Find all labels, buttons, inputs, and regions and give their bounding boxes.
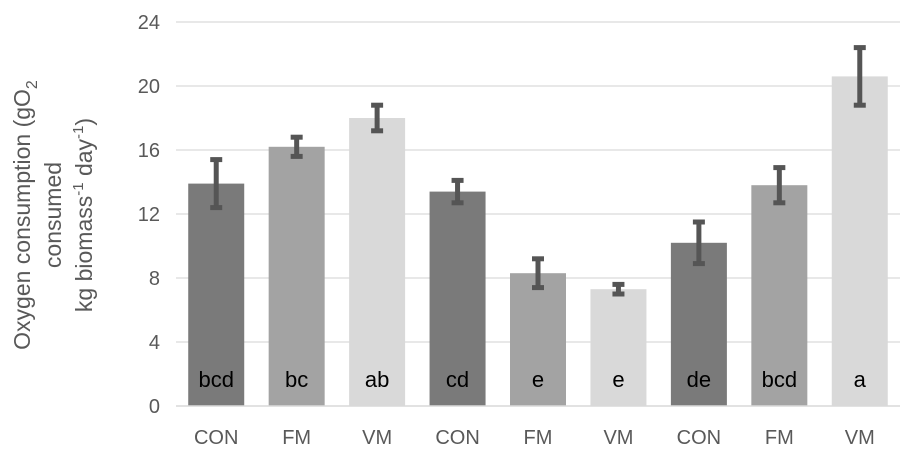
y-tick-label: 0 <box>149 396 160 418</box>
y-axis-label-line-1: Oxygen consumption (gO2 <box>9 80 41 350</box>
y-axis-label-line-3: kg biomass-1 day-1) <box>70 118 97 312</box>
significance-letter: ab <box>365 367 389 392</box>
bars <box>188 76 888 407</box>
y-axis-ticks: 0 4 8 12 16 20 24 <box>138 12 160 418</box>
error-bars <box>210 45 866 297</box>
significance-letter: bcd <box>762 367 797 392</box>
y-tick-label: 4 <box>149 332 160 354</box>
significance-letter: bcd <box>198 367 233 392</box>
x-axis-ticks: CON FM VM CON FM VM CON FM VM <box>194 427 875 449</box>
x-tick-label: CON <box>435 427 479 449</box>
bar <box>510 273 566 406</box>
y-tick-label: 12 <box>138 204 160 226</box>
y-tick-label: 20 <box>138 76 160 98</box>
x-tick-label: FM <box>765 427 794 449</box>
ylabel-superscript-neg1: -1 <box>70 126 87 139</box>
bar <box>670 242 727 406</box>
significance-letters: bcd bc ab cd e e de bcd a <box>198 367 866 392</box>
x-tick-label: VM <box>845 427 875 449</box>
ylabel-subscript-2: 2 <box>24 80 41 89</box>
x-tick-label: FM <box>282 427 311 449</box>
significance-letter: a <box>854 367 867 392</box>
bar <box>429 191 486 406</box>
bar <box>590 289 647 406</box>
bar <box>268 146 325 407</box>
x-tick-label: VM <box>362 427 392 449</box>
bar <box>188 183 245 406</box>
significance-letter: e <box>532 367 544 392</box>
y-axis-label: Oxygen consumption (gO2 consumed kg biom… <box>9 80 97 350</box>
ylabel-superscript-neg1: -1 <box>70 182 87 195</box>
significance-letter: cd <box>446 367 469 392</box>
bar <box>349 118 406 406</box>
x-tick-label: CON <box>194 427 238 449</box>
y-tick-label: 24 <box>138 12 160 34</box>
significance-letter: bc <box>285 367 308 392</box>
y-tick-label: 8 <box>149 268 160 290</box>
x-tick-label: CON <box>677 427 721 449</box>
bar <box>751 185 808 406</box>
significance-letter: e <box>612 367 624 392</box>
x-tick-label: VM <box>603 427 633 449</box>
x-tick-label: FM <box>524 427 553 449</box>
bar <box>831 76 888 407</box>
y-tick-label: 16 <box>138 140 160 162</box>
significance-letter: de <box>687 367 711 392</box>
y-axis-label-line-2: consumed <box>40 162 66 268</box>
